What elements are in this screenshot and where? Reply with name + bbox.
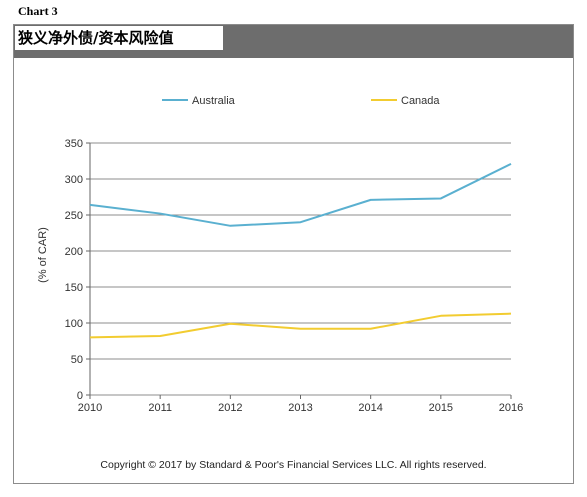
y-tick-label: 50	[71, 354, 83, 366]
chart-label: Chart 3	[18, 4, 58, 18]
y-tick-label: 150	[65, 282, 83, 294]
x-tick-label: 2014	[358, 402, 382, 414]
y-tick-label: 0	[77, 390, 83, 402]
x-tick-label: 2011	[148, 402, 172, 414]
x-tick-label: 2012	[218, 402, 242, 414]
series-line-canada	[89, 312, 512, 339]
y-tick-label: 200	[65, 246, 83, 258]
axes: 0 50 100 150 200 250 300 350 2010 2011 2012 2013 201…	[65, 138, 524, 414]
legend-label-australia: Australia	[192, 95, 236, 107]
y-tick-label: 350	[65, 138, 83, 150]
x-tick-label: 2016	[499, 402, 523, 414]
y-tick-label: 300	[65, 174, 83, 186]
chart-frame: 狭义净外债/资本风险值	[13, 24, 574, 484]
x-tick-label: 2010	[78, 402, 102, 414]
y-axis-label: (% of CAR)	[37, 227, 49, 283]
title-band: 狭义净外债/资本风险值	[14, 25, 573, 58]
x-tick-label: 2015	[429, 402, 453, 414]
copyright-notice: Copyright © 2017 by Standard & Poor's Fi…	[100, 459, 487, 471]
y-tick-label: 100	[65, 318, 83, 330]
grid-lines	[90, 142, 511, 396]
chart-title: 狭义净外债/资本风险值	[15, 26, 223, 50]
y-tick-label: 250	[65, 210, 83, 222]
legend-label-canada: Canada	[401, 95, 440, 107]
x-tick-label: 2013	[288, 402, 312, 414]
legend: Australia Canada	[162, 95, 440, 107]
series-line-australia	[89, 162, 512, 227]
series-lines	[89, 162, 512, 339]
